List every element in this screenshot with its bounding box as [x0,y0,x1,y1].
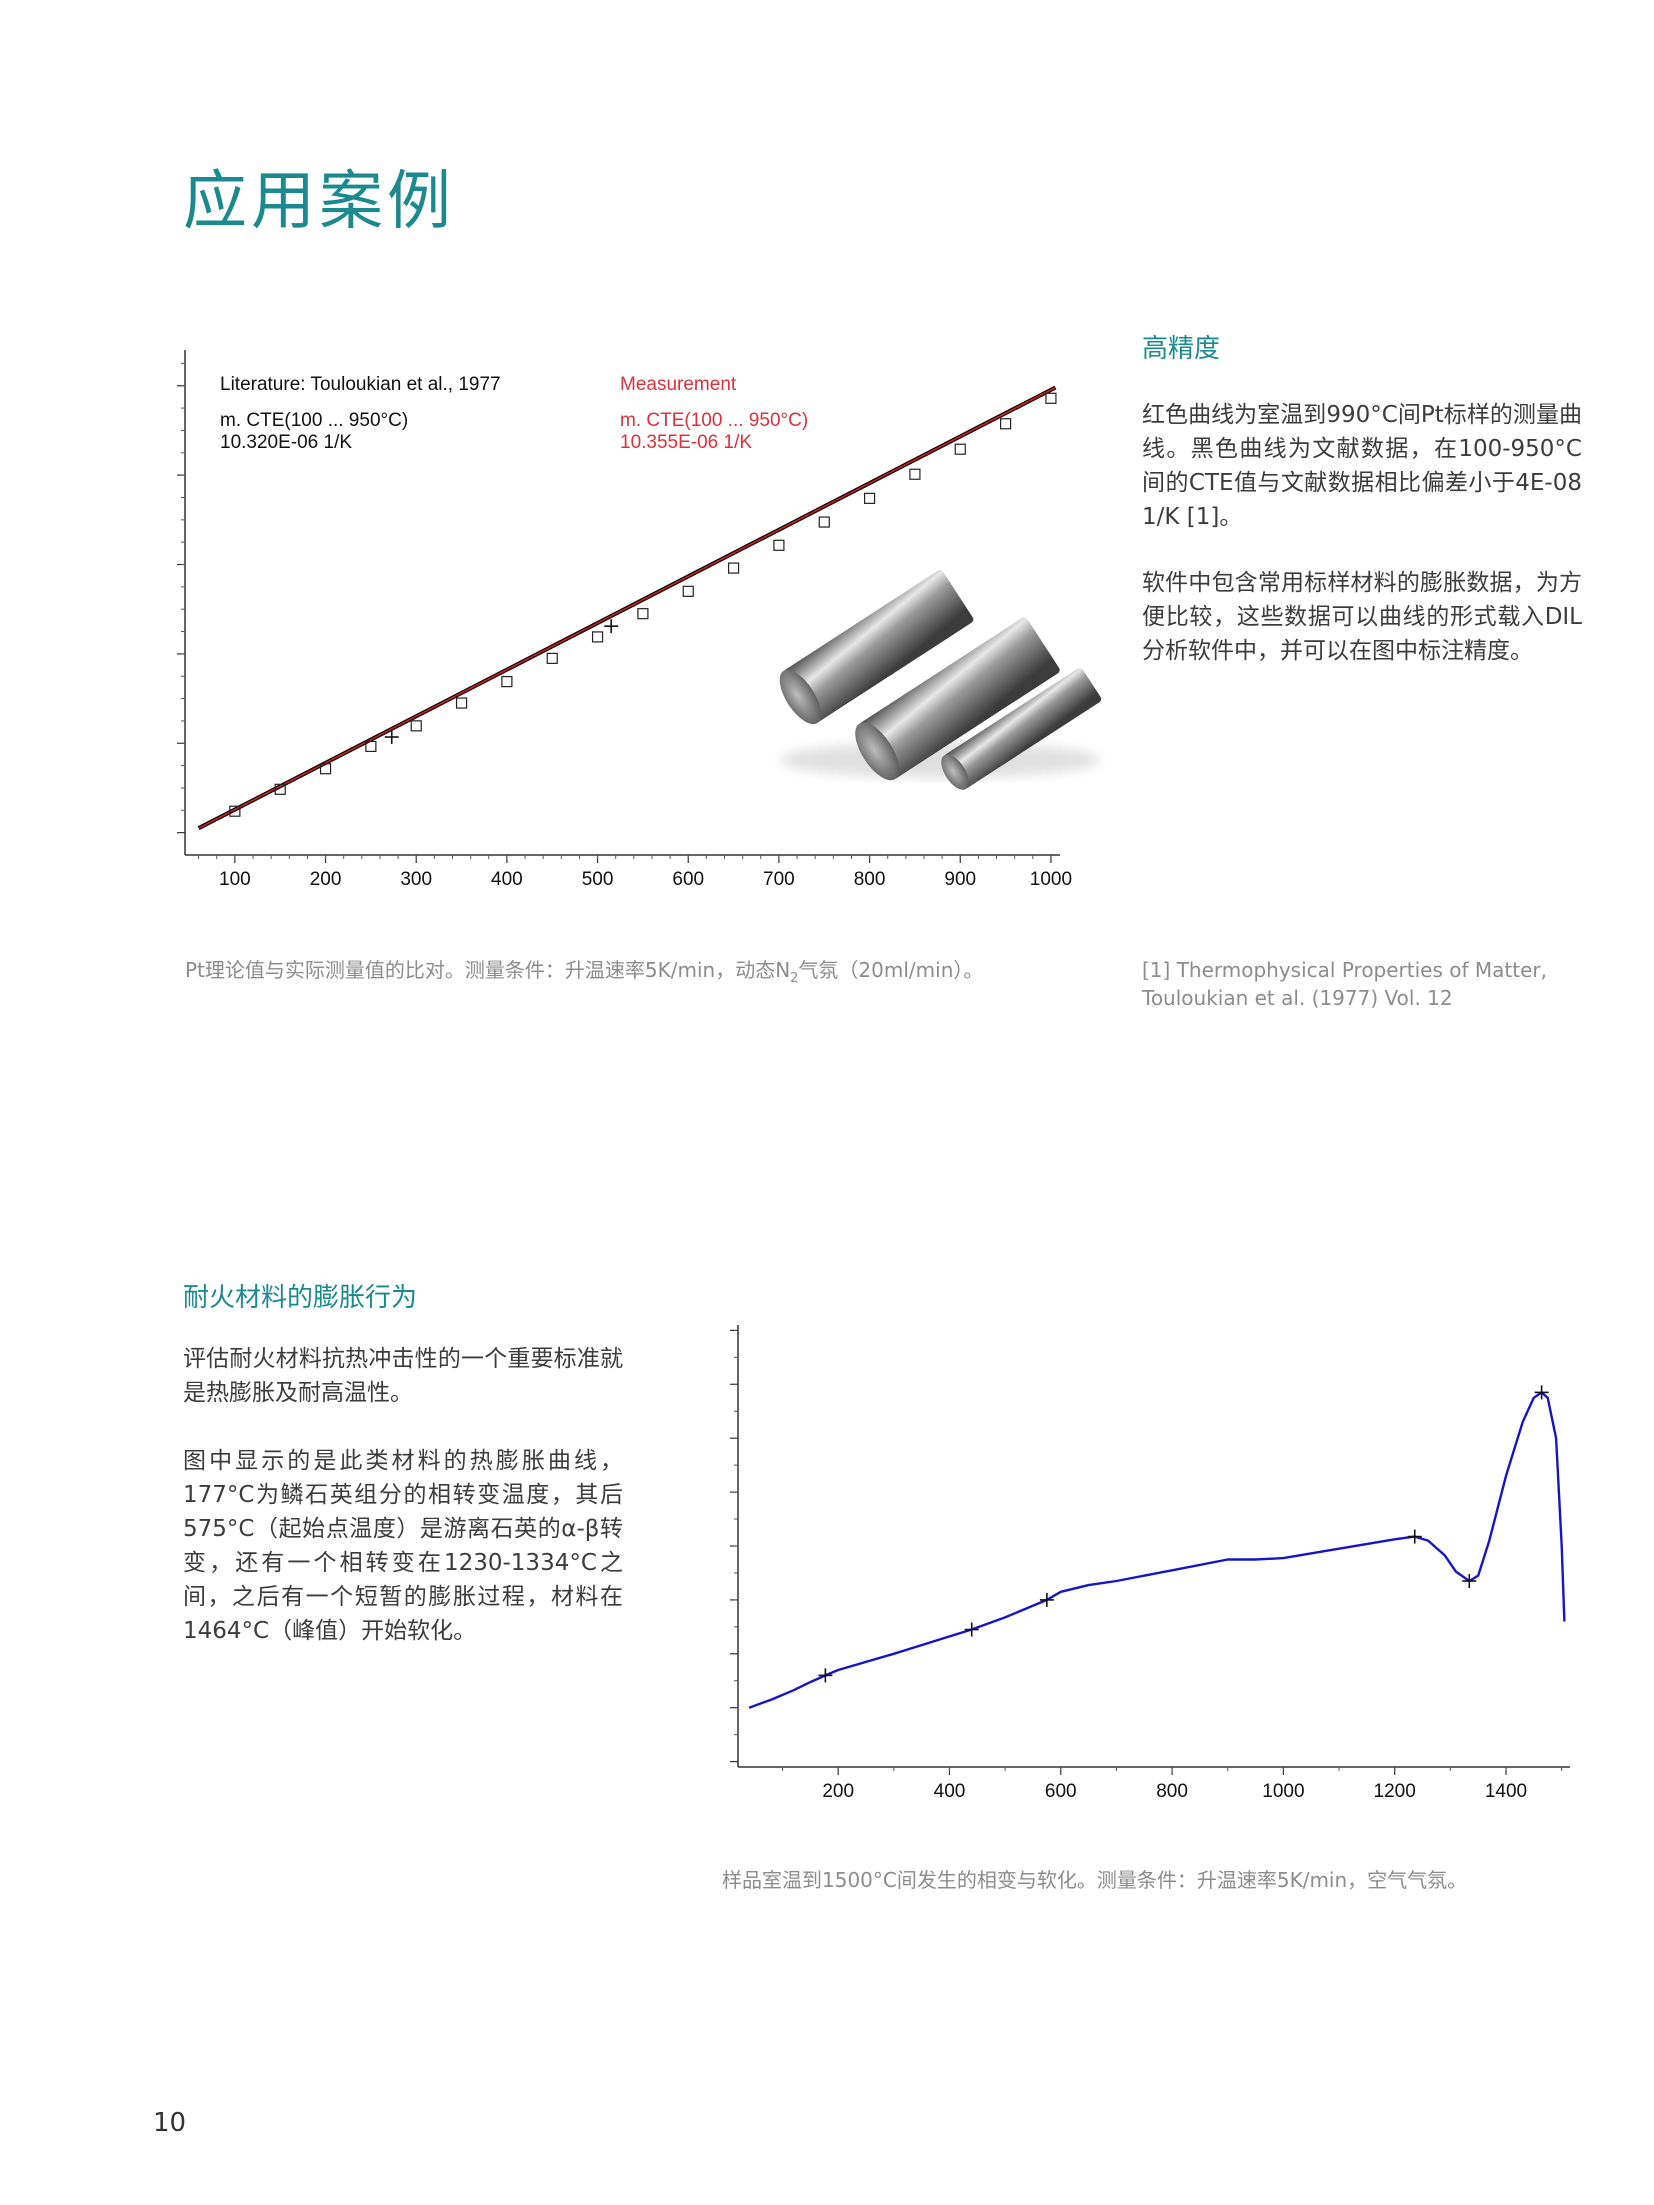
data-point-marker [410,720,422,732]
x-tick-label: 100 [219,869,251,890]
data-point-marker [591,631,604,643]
x-tick-label: 400 [491,869,523,890]
x-tick-label: 700 [763,869,795,890]
legend-literature-cte: m. CTE(100 ... 950°C) [220,410,408,431]
series-line-1 [198,386,1056,829]
x-tick-label: 900 [944,869,976,890]
data-point-marker [909,468,921,480]
x-tick-label: 600 [1045,1781,1077,1802]
data-point-marker [365,740,377,753]
x-tick-label: 500 [582,869,614,890]
data-point-marker [637,608,649,620]
chart-pt-expansion: 100 200 300 400 500 600 700 800 900 1000 Literatur… [177,350,1072,890]
legend-measurement-value: 10.355E-06 1/K [620,432,752,453]
legend-measurement-cte: m. CTE(100 ... 950°C) [620,410,808,431]
data-point-marker [274,783,286,795]
precision-paragraph-2: 软件中包含常用标样材料的膨胀数据，为方便比较，这些数据可以曲线的形式载入DIL分… [1142,570,1582,664]
data-point-marker [501,676,513,688]
x-tick-label: 1000 [1030,869,1072,890]
metal-rods-image [779,570,1102,790]
data-point-marker [818,516,830,528]
data-point-marker [546,652,558,664]
x-tick-label: 400 [934,1781,966,1802]
refractory-paragraph-1: 评估耐火材料抗热冲击性的一个重要标准就是热膨胀及耐高温性。 [183,1346,623,1406]
x-tick-label: 800 [1156,1781,1188,1802]
chart2-caption: 样品室温到1500°C间发生的相变与软化。测量条件：升温速率5K/min，空气气… [722,1868,1468,1892]
data-point-marker [319,763,332,775]
data-point-marker [727,562,740,574]
x-tick-label: 200 [310,869,342,890]
reference-note: [1] Thermophysical Properties of Matter,… [1142,958,1547,1010]
data-point-marker [773,539,785,551]
x-tick-label: 1400 [1485,1781,1527,1802]
section-heading-refractory: 耐火材料的膨胀行为 [183,1283,418,1313]
data-point-marker [999,418,1012,430]
legend-literature-value: 10.320E-06 1/K [220,432,352,453]
data-point-marker [229,805,241,817]
data-point-marker [682,585,694,597]
data-point-marker [1045,392,1057,404]
x-tick-label: 1000 [1262,1781,1304,1802]
legend-measurement-title: Measurement [620,374,737,395]
data-point-marker [954,443,966,455]
legend-literature-title: Literature: Touloukian et al., 1977 [220,374,501,395]
chart1-caption: Pt理论值与实际测量值的比对。测量条件：升温速率5K/min，动态N2气氛（20… [185,958,984,986]
section-heading-precision: 高精度 [1142,334,1221,364]
data-point-marker [455,697,468,709]
refractory-paragraph-2: 图中显示的是此类材料的热膨胀曲线，177°C为鳞石英组分的相转变温度，其后575… [183,1448,623,1644]
precision-paragraph-1: 红色曲线为室温到990°C间Pt标样的测量曲线。黑色曲线为文献数据，在100-9… [1142,402,1582,530]
data-point-marker [863,492,876,504]
page-number: 10 [153,2108,187,2138]
x-tick-label: 200 [822,1781,854,1802]
page-title: 应用案例 [183,165,455,239]
x-tick-label: 800 [854,869,886,890]
x-tick-label: 1200 [1374,1781,1416,1802]
series-line-0 [748,1391,1566,1709]
x-tick-label: 300 [400,869,432,890]
chart-refractory-expansion: 200 400 600 800 1000 1200 1400 [730,1325,1570,1802]
x-tick-label: 600 [672,869,704,890]
